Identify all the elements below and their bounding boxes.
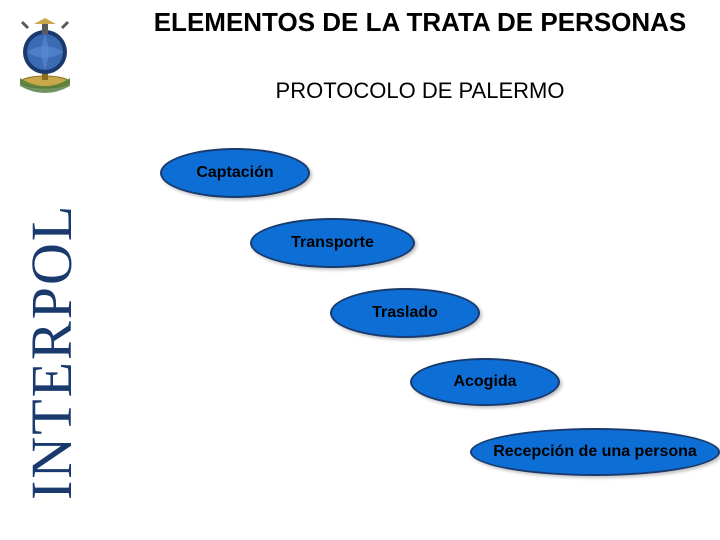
bubble-0: Captación bbox=[160, 148, 310, 198]
bubble-4: Recepción de una persona bbox=[470, 428, 720, 476]
bubble-label: Captación bbox=[196, 164, 273, 182]
sidebar: INTERPOL bbox=[0, 0, 100, 540]
page-subtitle: PROTOCOLO DE PALERMO bbox=[140, 78, 700, 104]
bubble-label: Transporte bbox=[291, 234, 374, 252]
bubble-label: Recepción de una persona bbox=[493, 443, 697, 461]
bubble-label: Traslado bbox=[372, 304, 438, 322]
interpol-logo-icon bbox=[8, 18, 82, 102]
bubble-2: Traslado bbox=[330, 288, 480, 338]
interpol-wordmark: INTERPOL bbox=[18, 204, 85, 500]
bubble-label: Acogida bbox=[453, 373, 516, 391]
bubble-3: Acogida bbox=[410, 358, 560, 406]
page-title: ELEMENTOS DE LA TRATA DE PERSONAS bbox=[140, 8, 700, 38]
bubble-1: Transporte bbox=[250, 218, 415, 268]
